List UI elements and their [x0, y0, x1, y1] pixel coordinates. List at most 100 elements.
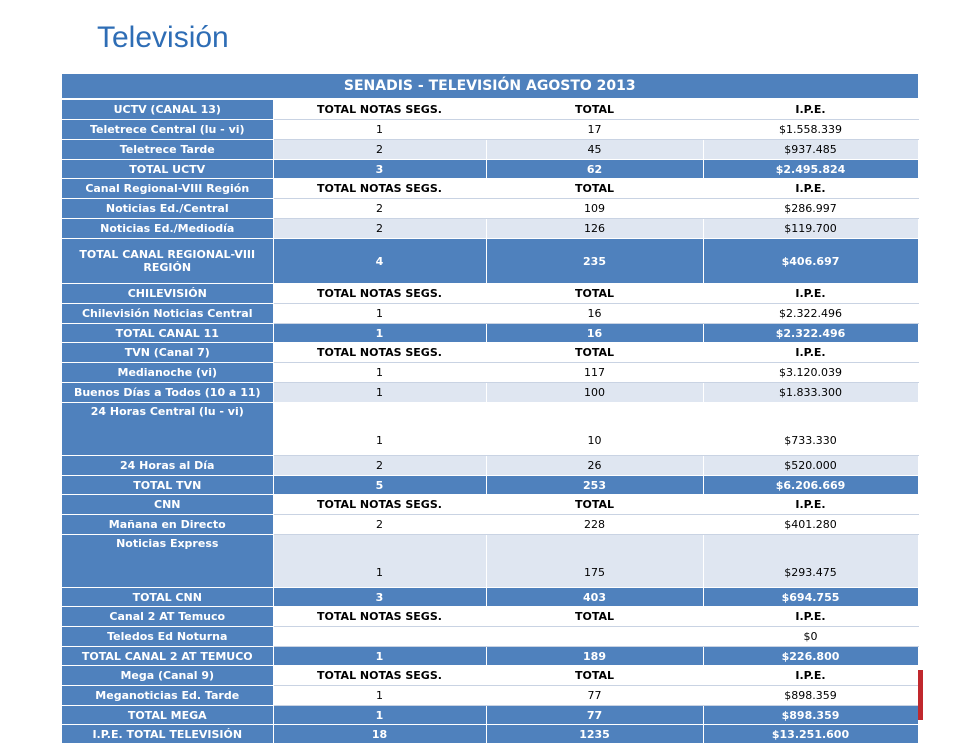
ipe-cell: I.P.E. [702, 665, 919, 686]
seconds-cell: 175 [486, 534, 704, 588]
notes-cell: TOTAL NOTAS SEGS. [272, 494, 487, 515]
notes-cell: TOTAL NOTAS SEGS. [272, 99, 487, 120]
ipe-cell: $3.120.039 [703, 362, 919, 383]
seconds-cell [486, 626, 704, 647]
table-section-header-row: TVN (Canal 7) TOTAL NOTAS SEGS. TOTAL I.P.E… [62, 342, 919, 363]
seconds-cell: 26 [486, 455, 704, 476]
notes-cell: 1 [273, 323, 487, 343]
table-row: Noticias Express 1 175 $293.475 [62, 534, 919, 588]
table-total-row: TOTAL CNN 3 403 $694.755 [62, 587, 919, 607]
program-cell: TOTAL CANAL 11 [62, 323, 274, 343]
seconds-cell: 1235 [486, 724, 704, 744]
table-row: Meganoticias Ed. Tarde 1 77 $898.359 [62, 685, 919, 706]
notes-cell: 1 [273, 685, 487, 706]
table-row: Medianoche (vi) 1 117 $3.120.039 [62, 362, 919, 383]
seconds-cell: 77 [486, 705, 704, 725]
notes-cell: 1 [273, 705, 487, 725]
table-row: Teledos Ed Noturna $0 [62, 626, 919, 647]
notes-cell: TOTAL NOTAS SEGS. [272, 665, 487, 686]
table-total-row: TOTAL CANAL 11 1 16 $2.322.496 [62, 323, 919, 343]
program-cell: Teletrece Central (lu - vi) [62, 119, 274, 140]
program-cell: TOTAL CANAL 2 AT TEMUCO [62, 646, 274, 666]
table-total-row: TOTAL CANAL 2 AT TEMUCO 1 189 $226.800 [62, 646, 919, 666]
seconds-cell: 100 [486, 382, 704, 403]
program-cell: Medianoche (vi) [62, 362, 274, 383]
seconds-cell: 403 [486, 587, 704, 607]
notes-cell: 2 [273, 514, 487, 535]
table-row: Teletrece Central (lu - vi) 1 17 $1.558.339 [62, 119, 919, 140]
notes-cell: 1 [273, 534, 487, 588]
ipe-cell: $401.280 [703, 514, 919, 535]
table-row: Mañana en Directo 2 228 $401.280 [62, 514, 919, 535]
notes-cell: 1 [273, 119, 487, 140]
page-title: Televisión [97, 21, 229, 54]
notes-cell: TOTAL NOTAS SEGS. [272, 606, 487, 627]
notes-cell: 3 [273, 587, 487, 607]
program-cell: Meganoticias Ed. Tarde [62, 685, 274, 706]
ipe-cell: I.P.E. [702, 283, 919, 304]
notes-cell: 1 [273, 362, 487, 383]
ipe-cell: $119.700 [703, 218, 919, 239]
program-cell: Noticias Express [62, 534, 274, 588]
notes-cell: 1 [273, 382, 487, 403]
table-total-row: TOTAL UCTV 3 62 $2.495.824 [62, 159, 919, 179]
program-cell: Teledos Ed Noturna [62, 626, 274, 647]
notes-cell: 2 [273, 218, 487, 239]
ipe-cell: $733.330 [703, 402, 919, 456]
ipe-cell: I.P.E. [702, 178, 919, 199]
accent-bar [918, 670, 923, 720]
notes-cell: TOTAL NOTAS SEGS. [272, 178, 487, 199]
ipe-cell: $937.485 [703, 139, 919, 160]
program-cell: TOTAL MEGA [62, 705, 274, 725]
table-row: Chilevisión Noticias Central 1 16 $2.322.49… [62, 303, 919, 324]
table-total-row: TOTAL MEGA 1 77 $898.359 [62, 705, 919, 725]
program-cell: Buenos Días a Todos (10 a 11) [62, 382, 274, 403]
seconds-cell: TOTAL [485, 494, 704, 515]
table-row: Buenos Días a Todos (10 a 11) 1 100 $1.833.… [62, 382, 919, 403]
ipe-cell: $520.000 [703, 455, 919, 476]
notes-cell: 2 [273, 198, 487, 219]
notes-cell: 3 [273, 159, 487, 179]
program-cell: Canal 2 AT Temuco [62, 606, 274, 627]
seconds-cell: 16 [486, 323, 704, 343]
seconds-cell: TOTAL [485, 178, 704, 199]
program-cell: TOTAL CANAL REGIONAL-VIII REGIÓN [62, 238, 274, 284]
seconds-cell: TOTAL [485, 99, 704, 120]
seconds-cell: TOTAL [485, 665, 704, 686]
program-cell: CHILEVISIÓN [62, 283, 274, 304]
program-cell: Noticias Ed./Mediodía [62, 218, 274, 239]
table-section-header-row: Canal Regional-VIII Región TOTAL NOTAS SE… [62, 178, 919, 199]
ipe-cell: $694.755 [703, 587, 919, 607]
seconds-cell: 228 [486, 514, 704, 535]
program-cell: UCTV (CANAL 13) [62, 99, 274, 120]
ipe-cell: I.P.E. [702, 99, 919, 120]
program-cell: Noticias Ed./Central [62, 198, 274, 219]
ipe-cell: $1.558.339 [703, 119, 919, 140]
ipe-cell: $2.495.824 [703, 159, 919, 179]
ipe-cell: I.P.E. [702, 342, 919, 363]
ipe-cell: $2.322.496 [703, 323, 919, 343]
ipe-cell: $2.322.496 [703, 303, 919, 324]
ipe-cell: $13.251.600 [703, 724, 919, 744]
seconds-cell: 189 [486, 646, 704, 666]
seconds-cell: 17 [486, 119, 704, 140]
seconds-cell: TOTAL [485, 342, 704, 363]
seconds-cell: 62 [486, 159, 704, 179]
program-cell: Mega (Canal 9) [62, 665, 274, 686]
program-cell: TOTAL CNN [62, 587, 274, 607]
seconds-cell: 126 [486, 218, 704, 239]
table-total-row: TOTAL TVN 5 253 $6.206.669 [62, 475, 919, 495]
notes-cell: 1 [273, 646, 487, 666]
seconds-cell: 253 [486, 475, 704, 495]
notes-cell: 5 [273, 475, 487, 495]
seconds-cell: 109 [486, 198, 704, 219]
tv-report-table-container: SENADIS - TELEVISIÓN AGOSTO 2013 UCTV (C… [62, 74, 919, 744]
seconds-cell: 45 [486, 139, 704, 160]
notes-cell: 2 [273, 455, 487, 476]
table-section-header-row: CNN TOTAL NOTAS SEGS. TOTAL I.P.E. [62, 494, 919, 515]
ipe-cell: $0 [703, 626, 919, 647]
program-cell: 24 Horas al Día [62, 455, 274, 476]
seconds-cell: TOTAL [485, 606, 704, 627]
table-section-header-row: Mega (Canal 9) TOTAL NOTAS SEGS. TOTAL I.P.… [62, 665, 919, 686]
table-section-header-row: UCTV (CANAL 13) TOTAL NOTAS SEGS. TOTAL I.P… [62, 99, 919, 120]
